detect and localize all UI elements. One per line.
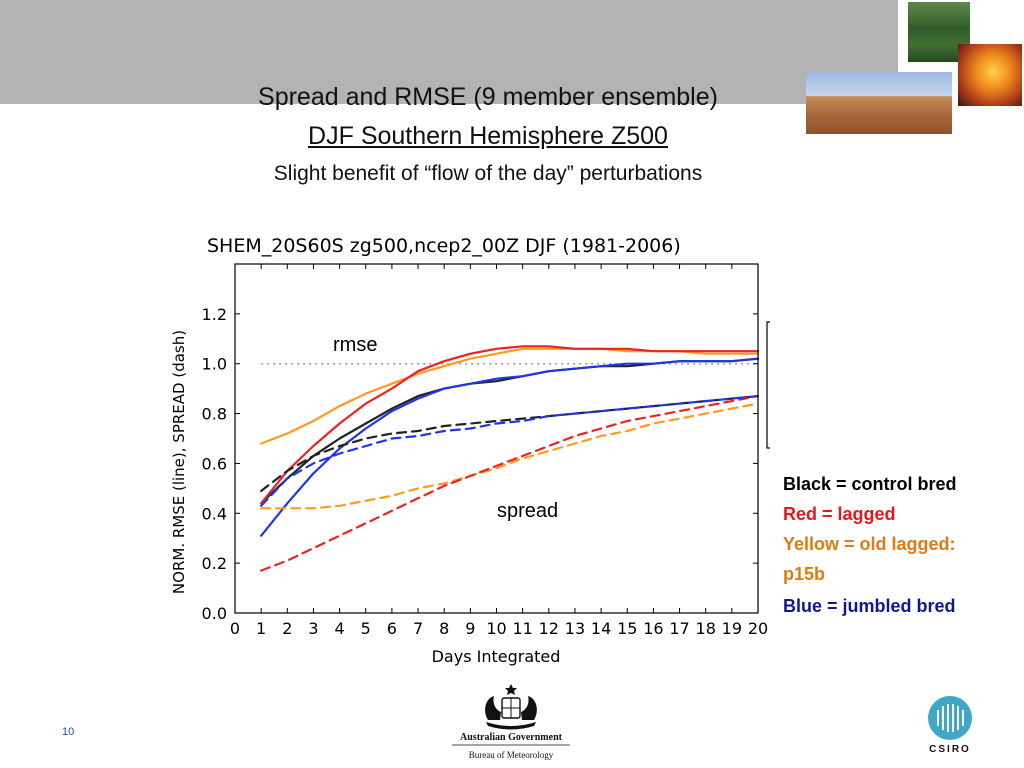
farmland-photo <box>806 72 952 134</box>
x-tick-label: 2 <box>282 619 292 638</box>
series-ctl9-rmse <box>260 357 760 505</box>
series-p15b-rmse <box>260 347 760 445</box>
x-tick-label: 11 <box>512 619 532 638</box>
x-tick-label: 16 <box>643 619 663 638</box>
x-tick-label: 12 <box>539 619 559 638</box>
bushfire-photo <box>958 44 1022 106</box>
x-tick-label: 9 <box>465 619 475 638</box>
x-tick-label: 6 <box>387 619 397 638</box>
australian-government-logo: Australian Government Bureau of Meteorol… <box>452 684 570 760</box>
x-tick-label: 18 <box>696 619 716 638</box>
y-tick-label: 0.4 <box>202 504 227 523</box>
header-band <box>0 0 898 104</box>
y-tick-label: 0.0 <box>202 604 227 623</box>
csiro-logo: CSIRO <box>928 696 972 755</box>
y-tick-label: 0.8 <box>202 405 227 424</box>
y-axis-label: NORM. RMSE (line), SPREAD (dash) <box>170 330 188 594</box>
x-tick-label: 10 <box>486 619 506 638</box>
note-yellow-continued: p15b <box>783 564 826 584</box>
y-tick-label: 1.0 <box>202 355 227 374</box>
x-tick-label: 1 <box>256 619 266 638</box>
x-tick-label: 20 <box>748 619 768 638</box>
chart-legend: p15bctl9lag9jum <box>766 321 770 449</box>
chart-title: SHEM_20S60S zg500,ncep2_00Z DJF (1981-20… <box>207 235 681 257</box>
slide-title: Spread and RMSE (9 member ensemble) <box>258 83 718 111</box>
govt-line2: Bureau of Meteorology <box>469 750 554 760</box>
y-tick-label: 0.2 <box>202 554 227 573</box>
x-tick-label: 14 <box>591 619 611 638</box>
csiro-globe-icon <box>928 696 972 740</box>
govt-line1: Australian Government <box>460 732 563 743</box>
x-tick-label: 5 <box>361 619 371 638</box>
series-p15b-spread <box>260 402 760 510</box>
coat-of-arms-icon <box>485 684 537 730</box>
series-jum-spread <box>260 395 760 507</box>
line-chart: SHEM_20S60S zg500,ncep2_00Z DJF (1981-20… <box>170 235 770 666</box>
x-tick-label: 17 <box>669 619 689 638</box>
page-number: 10 <box>62 726 75 738</box>
y-tick-label: 1.2 <box>202 305 227 324</box>
x-axis-label: Days Integrated <box>432 647 561 666</box>
legend-box <box>766 321 770 449</box>
note-yellow: Yellow = old lagged: <box>783 534 956 554</box>
x-tick-label: 4 <box>335 619 345 638</box>
csiro-wordmark: CSIRO <box>929 744 971 755</box>
annotation-spread: spread <box>497 500 558 522</box>
plot-area-frame <box>234 263 759 614</box>
x-tick-label: 0 <box>230 619 240 638</box>
x-tick-label: 19 <box>722 619 742 638</box>
x-tick-label: 3 <box>308 619 318 638</box>
note-black: Black = control bred <box>783 474 957 494</box>
series-lag9-rmse <box>260 345 760 505</box>
x-tick-label: 13 <box>565 619 585 638</box>
slide-caption: Slight benefit of “flow of the day” pert… <box>273 162 703 185</box>
slide-subtitle: DJF Southern Hemisphere Z500 <box>308 122 668 150</box>
x-tick-label: 15 <box>617 619 637 638</box>
y-tick-label: 0.6 <box>202 454 227 473</box>
annotation-rmse: rmse <box>333 334 377 356</box>
note-red: Red = lagged <box>783 504 896 524</box>
x-tick-label: 8 <box>439 619 449 638</box>
x-tick-label: 7 <box>413 619 423 638</box>
note-blue: Blue = jumbled bred <box>783 596 956 616</box>
series-lag9-spread <box>260 395 760 572</box>
